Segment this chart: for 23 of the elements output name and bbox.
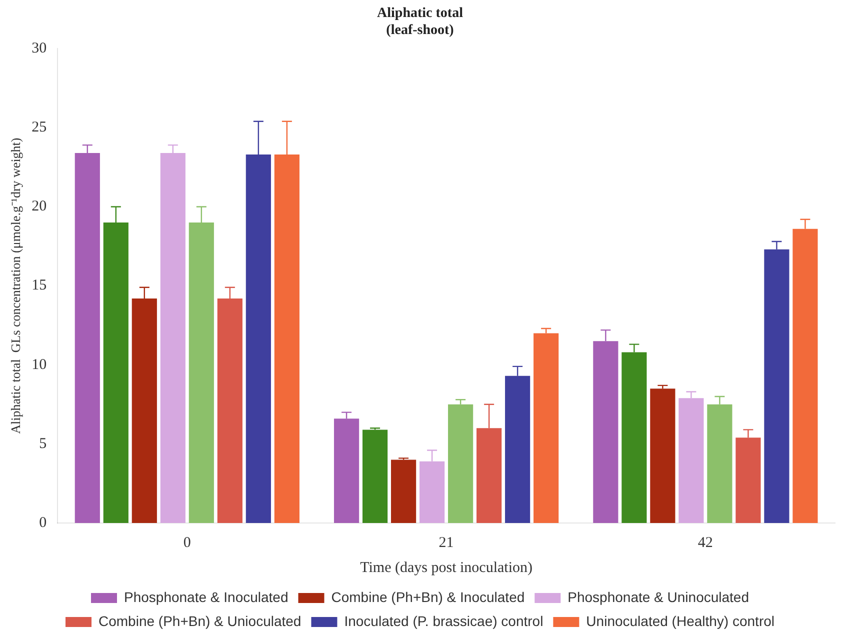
x-axis-title: Time (days post inoculation): [360, 560, 532, 576]
y-tick-label: 20: [32, 198, 47, 215]
x-tick-label: 42: [698, 534, 713, 551]
legend-label: Combine (Ph+Bn) & Inoculated: [331, 588, 525, 605]
x-tick-label: 21: [438, 534, 454, 551]
legend-label: Phosphonate & Uninoculated: [568, 588, 749, 605]
chart-subtitle: (leaf-shoot): [386, 22, 454, 38]
bar: [391, 460, 416, 523]
legend-label: Phosphonate & Inoculated: [124, 588, 288, 605]
bar: [650, 388, 676, 523]
legend-label: Uninoculated (Healthy) control: [586, 612, 775, 629]
y-tick-label: 15: [32, 278, 47, 294]
y-tick-label: 0: [39, 514, 47, 531]
legend-label: Combine (Ph+Bn) & Unioculated: [98, 612, 302, 629]
y-axis-title: Aliphatic total GLs concentration (μmole.g⁻¹dry weight): [8, 138, 24, 434]
y-tick-label: 30: [32, 40, 47, 57]
y-tick-label: 5: [39, 436, 47, 452]
bar: [362, 430, 388, 523]
y-tick-label: 25: [32, 120, 47, 136]
chart-title: Aliphatic total: [377, 6, 464, 22]
x-tick-label: 0: [183, 534, 191, 551]
y-tick-label: 10: [32, 356, 47, 373]
legend-label: Inoculated (P. brassicae) control: [344, 612, 544, 629]
